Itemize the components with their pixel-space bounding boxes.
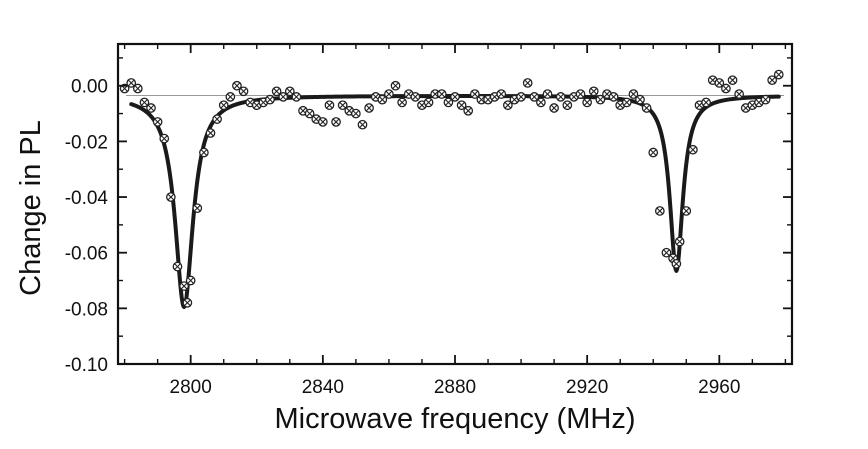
data-point bbox=[516, 92, 526, 102]
data-point bbox=[284, 86, 295, 97]
data-point bbox=[549, 103, 559, 113]
data-point bbox=[172, 261, 183, 272]
data-point bbox=[185, 275, 196, 286]
y-tick-label: -0.06 bbox=[65, 244, 108, 265]
y-tick-label: 0.00 bbox=[71, 77, 108, 98]
data-point bbox=[621, 97, 632, 108]
x-tick-label: 2800 bbox=[170, 377, 212, 398]
data-point bbox=[364, 103, 374, 113]
data-point bbox=[688, 144, 698, 155]
data-point bbox=[351, 108, 361, 119]
data-point bbox=[423, 97, 434, 108]
data-point bbox=[317, 117, 328, 127]
plot-frame bbox=[116, 42, 794, 366]
data-point bbox=[384, 89, 394, 99]
points-layer bbox=[119, 69, 784, 308]
data-point bbox=[727, 75, 738, 86]
data-point bbox=[436, 89, 447, 99]
data-point bbox=[225, 92, 236, 102]
data-point bbox=[661, 247, 672, 258]
data-point bbox=[324, 100, 335, 111]
data-point bbox=[476, 94, 487, 105]
data-point bbox=[132, 83, 143, 94]
data-point bbox=[469, 89, 480, 99]
data-point bbox=[582, 97, 593, 108]
data-point bbox=[278, 92, 289, 102]
data-point bbox=[654, 206, 665, 216]
data-point bbox=[238, 86, 249, 97]
data-point bbox=[588, 86, 599, 97]
data-point bbox=[397, 97, 407, 108]
y-axis-title: Change in PL bbox=[15, 120, 47, 296]
data-point bbox=[648, 147, 659, 158]
data-point bbox=[179, 281, 189, 291]
data-point bbox=[595, 94, 606, 105]
data-point bbox=[529, 92, 540, 102]
x-axis-title: Microwave frequency (MHz) bbox=[275, 403, 636, 435]
data-point bbox=[701, 97, 711, 108]
x-tick-label: 2840 bbox=[302, 377, 344, 398]
data-point bbox=[291, 92, 302, 102]
data-point bbox=[522, 78, 533, 88]
data-point bbox=[555, 92, 566, 102]
data-point bbox=[265, 94, 275, 105]
y-tick-label: -0.02 bbox=[65, 132, 108, 153]
data-point bbox=[232, 80, 242, 91]
data-point bbox=[714, 78, 725, 88]
data-point bbox=[767, 75, 778, 86]
data-point bbox=[628, 89, 639, 99]
data-point bbox=[410, 92, 421, 102]
data-point bbox=[503, 100, 513, 111]
data-point bbox=[205, 128, 216, 138]
data-point bbox=[166, 192, 176, 202]
data-point bbox=[674, 236, 685, 247]
data-point bbox=[734, 89, 744, 99]
data-point bbox=[450, 92, 460, 102]
data-point bbox=[192, 203, 203, 214]
x-tick-label: 2960 bbox=[698, 377, 740, 398]
y-tick-label: -0.08 bbox=[65, 299, 108, 320]
axes-layer: 2800 2840 2880 2920 2960 0.00 -0.02 -0.04 -0.06 -… bbox=[65, 42, 794, 398]
data-point bbox=[635, 94, 645, 105]
data-point bbox=[562, 100, 573, 111]
data-point bbox=[443, 97, 454, 108]
data-point bbox=[377, 94, 388, 105]
data-point bbox=[218, 100, 229, 111]
data-point bbox=[126, 78, 137, 88]
data-point bbox=[773, 69, 784, 80]
data-point bbox=[357, 119, 368, 130]
data-point bbox=[199, 147, 209, 158]
data-point bbox=[337, 100, 348, 111]
data-point bbox=[671, 258, 682, 269]
data-point bbox=[760, 94, 771, 105]
data-point bbox=[331, 117, 341, 127]
fit-layer bbox=[126, 94, 784, 309]
data-point bbox=[182, 297, 193, 308]
data-point bbox=[152, 117, 163, 127]
data-point bbox=[390, 80, 401, 91]
fit-curve bbox=[129, 94, 781, 309]
data-point bbox=[496, 89, 507, 99]
data-point bbox=[463, 105, 474, 116]
x-tick-label: 2880 bbox=[434, 377, 476, 398]
data-point bbox=[641, 103, 652, 113]
y-tick-label: -0.10 bbox=[65, 355, 108, 376]
data-point bbox=[608, 92, 619, 102]
data-point bbox=[146, 103, 156, 113]
data-point bbox=[721, 83, 731, 94]
data-point bbox=[681, 206, 692, 216]
data-point bbox=[159, 133, 170, 144]
data-point bbox=[536, 97, 546, 108]
data-point bbox=[139, 97, 150, 108]
data-point bbox=[456, 100, 467, 111]
data-point bbox=[575, 89, 586, 99]
x-tick-label: 2920 bbox=[566, 377, 608, 398]
data-point bbox=[542, 89, 553, 99]
data-point bbox=[212, 114, 222, 124]
data-point bbox=[271, 86, 282, 97]
data-point bbox=[304, 108, 315, 119]
y-tick-label: -0.04 bbox=[65, 188, 109, 209]
